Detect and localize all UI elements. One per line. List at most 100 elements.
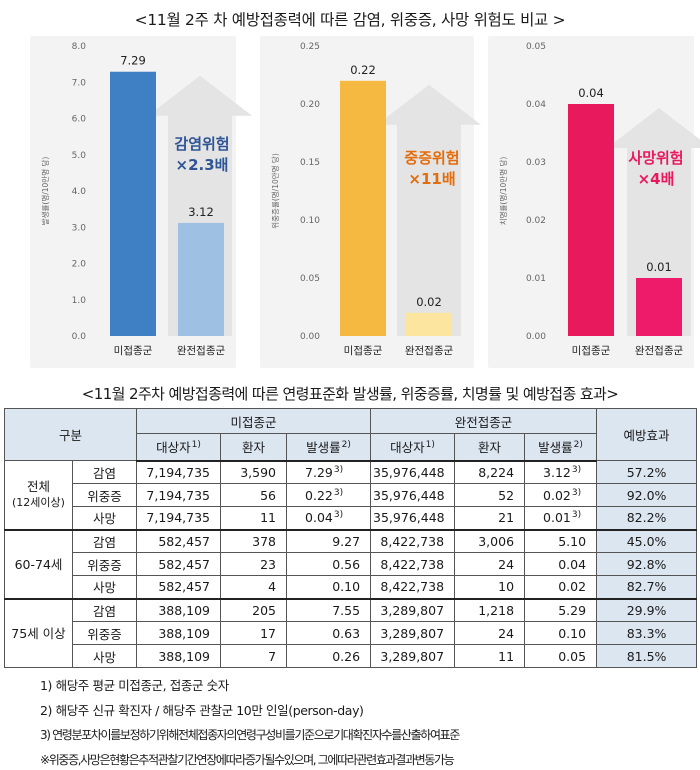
cell-unvax-target: 7,194,735 — [136, 483, 222, 507]
cell-vax-target: 8,422,738 — [370, 552, 456, 576]
y-tick-label: 1.0 — [72, 296, 87, 306]
cell-effect: 29.9% — [596, 597, 698, 622]
table-row: 위중증 388,109 17 0.63 3,289,807 24 0.10 83… — [5, 621, 698, 645]
y-tick-label: 0.02 — [526, 216, 546, 226]
footnote-1: 1) 해당주 평균 미접종군, 접종군 숫자 — [40, 678, 229, 693]
cell-vax-target: 35,976,448 — [370, 483, 456, 507]
risk-label-infection: 감염위험 ×2.3배 — [162, 134, 242, 176]
header-unvaccinated: 미접종군 — [136, 408, 372, 434]
cell-effect: 92.8% — [596, 552, 698, 576]
y-tick-label: 0.03 — [526, 158, 546, 168]
y-tick-label: 7.0 — [72, 78, 87, 88]
cell-unvax-rate: 0.56 — [286, 552, 372, 576]
x-category-label: 완전접종군 — [177, 344, 226, 357]
table-row: 사망 388,109 7 0.26 3,289,807 11 0.05 81.5… — [5, 644, 698, 668]
cell-unvax-target: 388,109 — [136, 621, 222, 645]
row-type: 사망 — [71, 644, 138, 668]
cell-effect: 57.2% — [596, 460, 698, 484]
cell-unvax-target: 582,457 — [136, 528, 222, 553]
chart-infection: 0.0 1.0 2.0 3.0 4.0 5.0 6.0 7.0 8.0 발생률(명/10만명 당)… — [40, 42, 252, 357]
bar-value-label: 3.12 — [188, 205, 214, 219]
cell-unvax-target: 388,109 — [136, 597, 222, 622]
row-type: 감염 — [71, 528, 138, 553]
chart-section-title: <11월 2주 차 예방접종력에 따른 감염, 위중증, 사망 위험도 비교 > — [134, 11, 566, 29]
cell-vax-rate: 5.10 — [524, 528, 598, 553]
footnote-4: ※위중증,사망은현황은추적관찰기간연장에따라증가될수있으며, 그에따라관련효과결… — [40, 752, 455, 767]
row-type: 위중증 — [71, 621, 138, 645]
cell-effect: 92.0% — [596, 483, 698, 507]
vaccination-effect-table: 구분 미접종군 완전접종군 예방효과 대상자1) 환자 발생률2) 대상자1) … — [3, 408, 698, 668]
chart-panel-severe: 0.00 0.05 0.10 0.15 0.20 0.25 위중증률(명/10만명 당) 0.… — [260, 36, 481, 368]
footnote-2: 2) 해당주 신규 확진자 / 해당주 관찰군 10만 인일(person-da… — [40, 702, 364, 718]
cell-vax-patient: 1,218 — [454, 597, 526, 622]
cell-vax-target: 35,976,448 — [370, 460, 456, 484]
y-tick-label: 2.0 — [72, 260, 87, 270]
cell-unvax-patient: 56 — [220, 483, 288, 507]
cell-effect: 82.7% — [596, 575, 698, 599]
cell-unvax-patient: 378 — [220, 528, 288, 553]
cell-unvax-target: 582,457 — [136, 552, 222, 576]
cell-vax-rate: 0.023) — [524, 483, 598, 507]
chart-panel-infection: 0.0 1.0 2.0 3.0 4.0 5.0 6.0 7.0 8.0 발생률(명/10만명 당)… — [30, 36, 252, 368]
risk-label-line2: ×11배 — [408, 170, 456, 188]
cell-unvax-patient: 4 — [220, 575, 288, 599]
cell-effect: 45.0% — [596, 528, 698, 553]
cell-unvax-rate: 7.293) — [286, 460, 372, 484]
cell-vax-target: 3,289,807 — [370, 621, 456, 645]
row-type: 위중증 — [71, 552, 138, 576]
header-rate: 발생률2) — [524, 433, 598, 462]
group-label-60-74: 60-74세 — [4, 528, 73, 599]
cell-unvax-rate: 0.223) — [286, 483, 372, 507]
cell-vax-patient: 21 — [454, 506, 526, 530]
cell-vax-patient: 24 — [454, 621, 526, 645]
row-type: 위중증 — [71, 483, 138, 507]
cell-vax-target: 8,422,738 — [370, 575, 456, 599]
y-tick-label: 0.15 — [300, 158, 320, 168]
cell-vax-rate: 3.123) — [524, 460, 598, 484]
cell-unvax-rate: 0.043) — [286, 506, 372, 530]
cell-vax-rate: 0.013) — [524, 506, 598, 530]
table-row: 위중증 7,194,735 56 0.223) 35,976,448 52 0.… — [5, 483, 698, 507]
cell-vax-target: 35,976,448 — [370, 506, 456, 530]
header-group: 구분 — [3, 408, 138, 461]
y-tick-label: 0.0 — [72, 332, 87, 342]
bar — [406, 312, 452, 336]
row-type: 감염 — [71, 597, 138, 622]
y-tick-label: 0.05 — [526, 42, 546, 52]
cell-unvax-patient: 205 — [220, 597, 288, 622]
y-tick-label: 4.0 — [72, 187, 87, 197]
cell-unvax-patient: 17 — [220, 621, 288, 645]
cell-vax-rate: 0.10 — [524, 621, 598, 645]
x-category-label: 미접종군 — [572, 345, 611, 357]
increase-arrow-shape — [148, 75, 252, 337]
cell-effect: 81.5% — [596, 644, 698, 668]
y-tick-label: 0.00 — [526, 332, 546, 342]
risk-label-death: 사망위험 ×4배 — [616, 148, 696, 190]
increase-arrow-shape — [377, 84, 481, 336]
table-row: 사망 7,194,735 11 0.043) 35,976,448 21 0.0… — [5, 506, 698, 530]
bar — [178, 222, 224, 336]
cell-vax-rate: 0.05 — [524, 644, 598, 668]
bar — [636, 278, 682, 336]
risk-label-line1: 중증위험 — [404, 149, 460, 167]
cell-unvax-target: 7,194,735 — [136, 506, 222, 530]
table-row: 60-74세 감염 582,457 378 9.27 8,422,738 3,0… — [4, 528, 698, 599]
footnotes: 1) 해당주 평균 미접종군, 접종군 숫자 2) 해당주 신규 확진자 / 해… — [40, 674, 460, 770]
cell-unvax-rate: 9.27 — [286, 528, 372, 553]
header-target: 대상자1) — [136, 433, 222, 462]
bar-value-label: 7.29 — [120, 54, 146, 68]
cell-vax-patient: 3,006 — [454, 528, 526, 553]
y-tick-label: 0.04 — [526, 100, 546, 110]
row-type: 감염 — [71, 460, 138, 484]
y-tick-label: 0.10 — [300, 216, 320, 226]
cell-unvax-patient: 7 — [220, 644, 288, 668]
y-tick-label: 0.00 — [300, 332, 320, 342]
x-category-label: 완전접종군 — [635, 344, 684, 357]
y-tick-label: 0.20 — [300, 100, 320, 110]
table-section-title: <11월 2주차 예방접종력에 따른 연령표준화 발생률, 위중증률, 치명률 … — [81, 385, 619, 403]
cell-effect: 82.2% — [596, 506, 698, 530]
cell-vax-rate: 0.04 — [524, 552, 598, 576]
group-label-main: 전체 — [26, 479, 50, 495]
chart-panel-death: 0.00 0.01 0.02 0.03 0.04 0.05 치명률(명/10만명 당) 0.0… — [488, 36, 700, 368]
table-row: 75세 이상 감염 388,109 205 7.55 3,289,807 1,2… — [4, 597, 698, 668]
